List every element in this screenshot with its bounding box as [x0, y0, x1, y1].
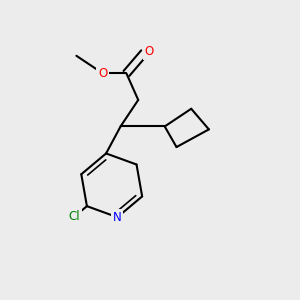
Text: O: O: [145, 45, 154, 58]
Text: O: O: [98, 67, 107, 80]
Text: N: N: [113, 211, 122, 224]
Text: Cl: Cl: [69, 210, 80, 223]
